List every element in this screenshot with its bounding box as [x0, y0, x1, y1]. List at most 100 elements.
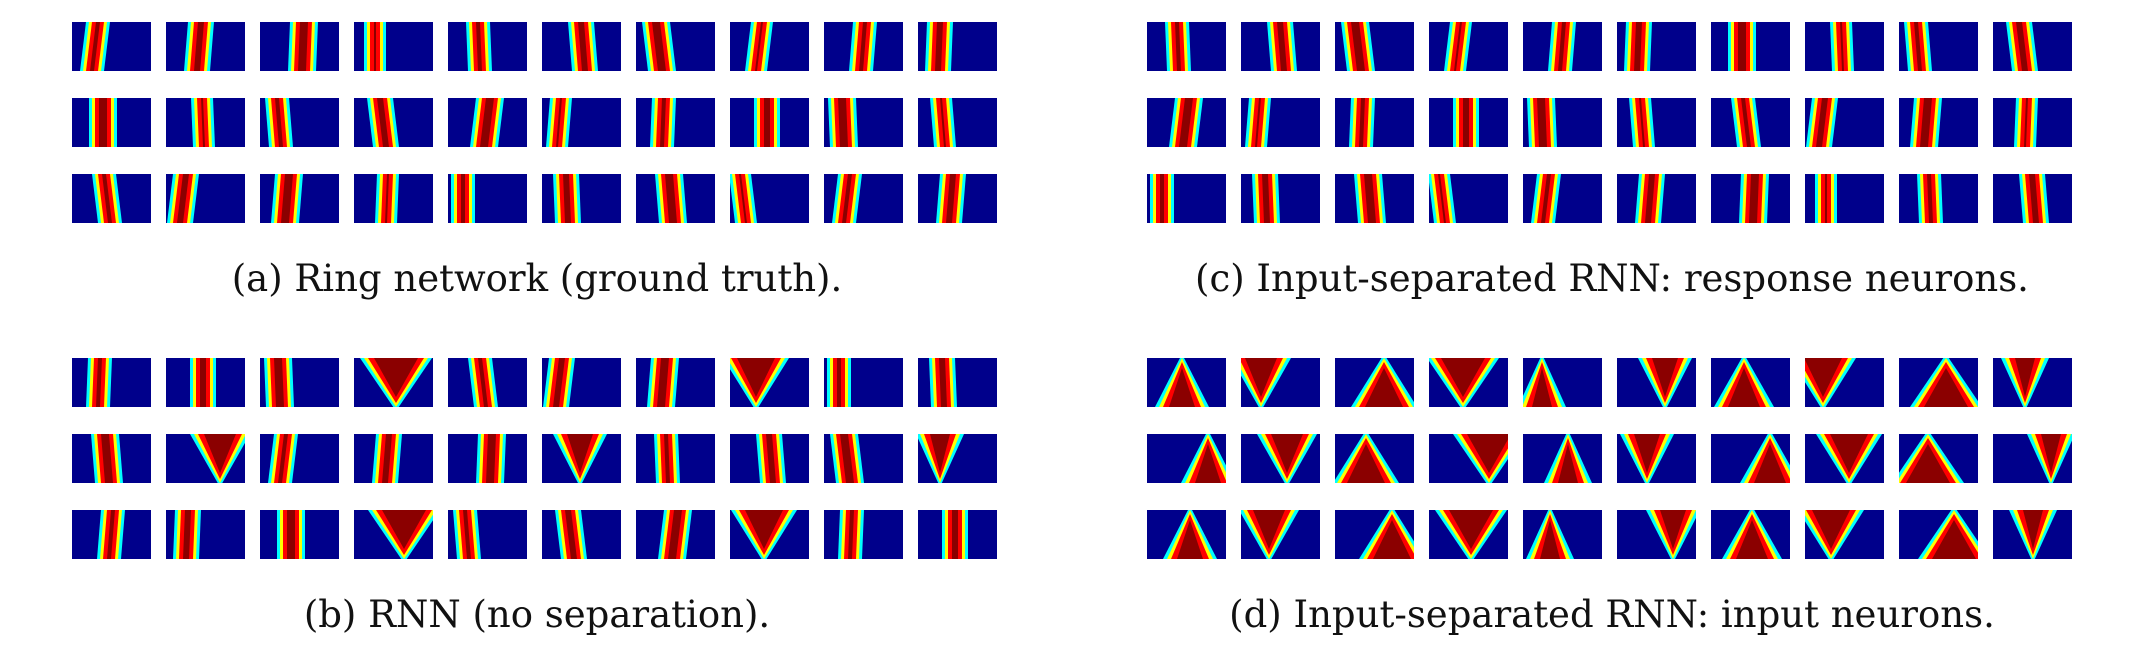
panel-d-tile: [1993, 434, 2072, 483]
panel-a-tile: [448, 174, 527, 223]
panel-d-tile: [1523, 434, 1602, 483]
panel-a-tile: [166, 98, 245, 147]
panel-b-tile: [72, 358, 151, 407]
panel-b-tile: [730, 510, 809, 559]
panel-d-tile: [1617, 510, 1696, 559]
panel-a-tile: [448, 22, 527, 71]
panel-b-tile: [354, 510, 433, 559]
panel-b-tile: [166, 358, 245, 407]
panel-b-tile: [260, 434, 339, 483]
panel-c-tile: [1147, 174, 1226, 223]
panel-a-tile: [260, 98, 339, 147]
panel-a-tile: [542, 22, 621, 71]
panel-d-tile: [1147, 510, 1226, 559]
panel-c-tile: [1523, 22, 1602, 71]
panel-c-caption: (c) Input-separated RNN: response neuron…: [1195, 257, 2029, 300]
panel-a-tile: [824, 98, 903, 147]
panel-c-tile: [1805, 98, 1884, 147]
panel-a-tile: [918, 98, 997, 147]
panel-b-tile: [448, 510, 527, 559]
panel-a-tile: [542, 174, 621, 223]
panel-a-tile: [824, 22, 903, 71]
panel-d-tile: [1429, 434, 1508, 483]
panel-a: (a) Ring network (ground truth).: [72, 22, 1002, 302]
panel-c-tile: [1429, 174, 1508, 223]
panel-b-tile: [824, 510, 903, 559]
panel-d-tile: [1147, 434, 1226, 483]
panel-c-tile: [1523, 174, 1602, 223]
panel-b-tile: [824, 358, 903, 407]
panel-d-tile: [1335, 358, 1414, 407]
panel-b-tile: [166, 510, 245, 559]
panel-a-tile: [730, 98, 809, 147]
panel-c-tile: [1993, 22, 2072, 71]
panel-b-tile: [542, 434, 621, 483]
panel-c-tile: [1429, 22, 1508, 71]
panel-c-tile: [1241, 22, 1320, 71]
panel-b-tile: [260, 358, 339, 407]
panel-c-tile: [1147, 22, 1226, 71]
panel-b-tile: [918, 358, 997, 407]
panel-b-tile: [448, 358, 527, 407]
panel-a-tile: [918, 174, 997, 223]
panel-a-tile: [824, 174, 903, 223]
panel-b-tile: [636, 510, 715, 559]
panel-d-tile: [1429, 510, 1508, 559]
panel-c-tile: [1711, 98, 1790, 147]
panel-c-tile: [1899, 174, 1978, 223]
panel-a-tile: [72, 98, 151, 147]
panel-d-tile: [1617, 434, 1696, 483]
panel-a-tile: [72, 22, 151, 71]
panel-c-tile: [1711, 174, 1790, 223]
panel-c-tile: [1805, 174, 1884, 223]
panel-b-tile: [166, 434, 245, 483]
panel-c: (c) Input-separated RNN: response neuron…: [1147, 22, 2077, 302]
panel-b-tile: [354, 358, 433, 407]
panel-d-tile: [1241, 434, 1320, 483]
panel-b-tile: [260, 510, 339, 559]
panel-a-tile: [166, 22, 245, 71]
panel-d: (d) Input-separated RNN: input neurons.: [1147, 358, 2077, 638]
panel-c-tile: [1335, 22, 1414, 71]
panel-b-tile: [636, 434, 715, 483]
panel-b-tile: [824, 434, 903, 483]
panel-a-tile: [542, 98, 621, 147]
panel-a-tile: [730, 174, 809, 223]
panel-d-tile: [1711, 358, 1790, 407]
panel-c-tile: [1523, 98, 1602, 147]
panel-d-tile: [1241, 358, 1320, 407]
panel-a-tile: [354, 22, 433, 71]
panel-a-caption: (a) Ring network (ground truth).: [231, 257, 843, 300]
panel-d-tile: [1711, 510, 1790, 559]
panel-a-tile: [730, 22, 809, 71]
panel-a-tile: [260, 174, 339, 223]
panel-c-tile: [1805, 22, 1884, 71]
panel-a-tile: [354, 98, 433, 147]
panel-b-tile: [354, 434, 433, 483]
panel-d-tile: [1335, 510, 1414, 559]
panel-a-tile: [72, 174, 151, 223]
panel-a-tile: [260, 22, 339, 71]
panel-d-tile: [1899, 510, 1978, 559]
panel-d-tile: [1993, 358, 2072, 407]
panel-d-tile: [1899, 434, 1978, 483]
panel-c-tile: [1617, 174, 1696, 223]
panel-b-tile: [730, 358, 809, 407]
panel-d-tile: [1899, 358, 1978, 407]
panel-c-tile: [1429, 98, 1508, 147]
panel-a-tile: [166, 174, 245, 223]
panel-b-tile: [918, 510, 997, 559]
panel-d-tile: [1523, 358, 1602, 407]
panel-b-tile: [730, 434, 809, 483]
panel-a-tile: [636, 174, 715, 223]
panel-d-tile: [1241, 510, 1320, 559]
panel-c-tile: [1993, 174, 2072, 223]
panel-d-tile: [1993, 510, 2072, 559]
panel-d-tile: [1805, 510, 1884, 559]
panel-b: (b) RNN (no separation).: [72, 358, 1002, 638]
panel-d-tile: [1523, 510, 1602, 559]
panel-a-tile: [636, 22, 715, 71]
panel-b-caption: (b) RNN (no separation).: [303, 593, 771, 636]
panel-b-tile: [448, 434, 527, 483]
panel-c-tile: [1241, 98, 1320, 147]
